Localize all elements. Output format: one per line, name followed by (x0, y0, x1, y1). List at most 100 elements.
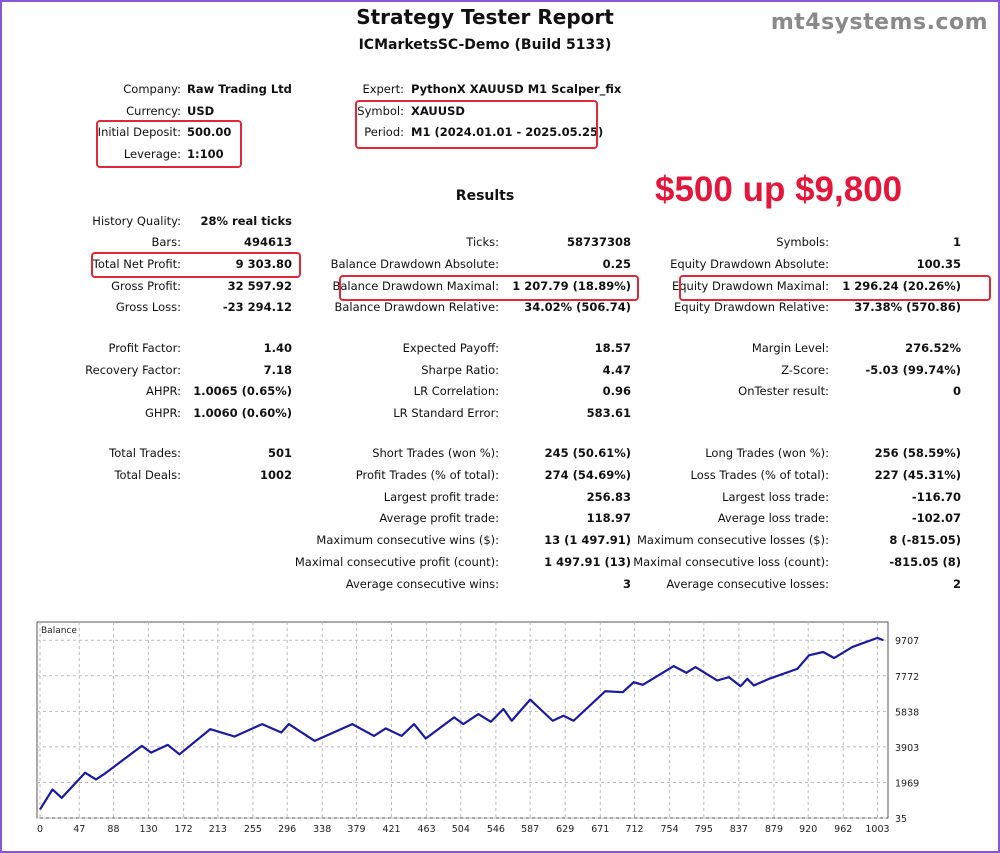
x-tick-label: 837 (730, 824, 748, 835)
stat-value: 0.25 (602, 257, 631, 271)
x-tick-label: 1003 (865, 824, 889, 835)
stat-label: Balance Drawdown Absolute: (330, 257, 499, 271)
stat-label: AHPR: (146, 384, 181, 398)
stat-value: 256 (58.59%) (874, 446, 961, 460)
stat-value: 7.18 (263, 363, 292, 377)
x-tick-label: 463 (418, 824, 436, 835)
stat-label: Long Trades (won %): (705, 446, 829, 460)
stat-value: 34.02% (506.74) (524, 300, 631, 314)
stat-label: Total Net Profit: (92, 257, 181, 271)
x-tick-label: 920 (799, 824, 817, 835)
x-tick-label: 795 (695, 824, 713, 835)
stat-value: 32 597.92 (227, 279, 292, 293)
stat-label: Average profit trade: (379, 511, 499, 525)
balance-line (39, 636, 884, 811)
report-title: Strategy Tester Report (356, 5, 614, 29)
stat-label: Total Trades: (109, 446, 181, 460)
stat-label: Total Deals: (114, 468, 181, 482)
x-tick-label: 172 (175, 824, 193, 835)
info-value: PythonX XAUUSD M1 Scalper_fix (411, 82, 622, 96)
stat-value: 28% real ticks (200, 214, 292, 228)
stat-label: Ticks: (466, 235, 499, 249)
x-tick-label: 879 (765, 824, 783, 835)
stat-label: Gross Profit: (111, 279, 181, 293)
balance-chart: 0 47 88 130 172 213 255 296 338 379 421 463 504 546 58… (36, 621, 919, 835)
stat-value: 8 (-815.05) (889, 533, 961, 547)
stat-label: Largest loss trade: (722, 490, 829, 504)
stat-label: Maximal consecutive loss (count): (633, 555, 829, 569)
stat-value: 1 497.91 (13) (544, 555, 631, 569)
results-heading: Results (455, 188, 515, 204)
stat-value: 18.57 (594, 341, 631, 355)
stat-label: Maximal consecutive profit (count): (294, 555, 499, 569)
stat-value: 0.96 (602, 384, 631, 398)
stat-value: 494613 (243, 235, 292, 249)
highlight-equity-dd-box (679, 275, 991, 301)
x-tick-label: 130 (139, 824, 157, 835)
chart-title: Balance (41, 626, 77, 636)
x-tick-label: 962 (834, 824, 852, 835)
highlight-net-profit-box (91, 252, 301, 278)
stat-label: History Quality: (92, 214, 181, 228)
info-value: 1:100 (187, 147, 224, 161)
y-tick-label: 35 (895, 814, 907, 825)
stat-label: OnTester result: (738, 384, 829, 398)
stat-label: Average consecutive losses: (666, 577, 829, 591)
stat-label: Expected Payoff: (402, 341, 499, 355)
x-tick-label: 213 (209, 824, 227, 835)
x-tick-label: 296 (278, 824, 296, 835)
stat-value: -5.03 (99.74%) (865, 363, 961, 377)
y-tick-label: 3903 (895, 743, 919, 754)
x-tick-label: 379 (347, 824, 365, 835)
stat-value: 1 (952, 235, 961, 249)
stat-value: 3 (622, 577, 631, 591)
stat-value: 37.38% (570.86) (854, 300, 961, 314)
stat-label: Equity Drawdown Absolute: (670, 257, 829, 271)
stat-value: 1.0065 (0.65%) (193, 384, 292, 398)
stat-value: 245 (50.61%) (544, 446, 631, 460)
stat-value: 276.52% (905, 341, 961, 355)
highlight-symbol-box (355, 100, 598, 149)
stat-value: 58737308 (566, 235, 631, 249)
x-tick-label: 504 (452, 824, 470, 835)
info-value: 500.00 (187, 125, 232, 139)
info-value: USD (187, 104, 215, 118)
x-tick-label: 0 (37, 824, 43, 835)
stat-label: Equity Drawdown Maximal: (671, 279, 829, 293)
stat-label: Equity Drawdown Relative: (674, 300, 829, 314)
stat-label: GHPR: (144, 406, 181, 420)
x-tick-label: 88 (107, 824, 119, 835)
y-tick-label: 7772 (895, 672, 919, 683)
y-tick-label: 5838 (895, 707, 919, 718)
stat-label: LR Standard Error: (393, 406, 499, 420)
stat-value: 13 (1 497.91) (544, 533, 631, 547)
watermark: mt4systems.com (770, 10, 988, 35)
x-tick-label: 712 (625, 824, 643, 835)
stat-value: 118.97 (586, 511, 631, 525)
stat-value: 583.61 (586, 406, 631, 420)
x-tick-label: 671 (591, 824, 609, 835)
stat-label: Profit Factor: (108, 341, 181, 355)
info-label: Expert: (362, 82, 404, 96)
stat-value: 100.35 (916, 257, 961, 271)
x-tick-label: 255 (244, 824, 262, 835)
highlight-deposit-box (96, 120, 242, 168)
stat-value: 1.0060 (0.60%) (193, 406, 292, 420)
stat-value: 4.47 (602, 363, 631, 377)
stat-label: Maximum consecutive wins ($): (316, 533, 499, 547)
stat-value: -116.70 (911, 490, 961, 504)
stat-label: Balance Drawdown Maximal: (332, 279, 499, 293)
stat-label: Balance Drawdown Relative: (334, 300, 500, 314)
info-value: M1 (2024.01.01 - 2025.05.25) (411, 125, 604, 139)
stat-label: Profit Trades (% of total): (355, 468, 499, 482)
stat-label: Average loss trade: (717, 511, 829, 525)
info-value: Raw Trading Ltd (187, 82, 292, 96)
info-label: Currency: (126, 104, 181, 118)
stat-label: Symbols: (776, 235, 829, 249)
stat-value: -102.07 (911, 511, 961, 525)
stat-label: Largest profit trade: (383, 490, 499, 504)
stat-value: -23 294.12 (222, 300, 292, 314)
highlight-balance-dd-box (339, 275, 639, 301)
stat-value: 1002 (259, 468, 292, 482)
